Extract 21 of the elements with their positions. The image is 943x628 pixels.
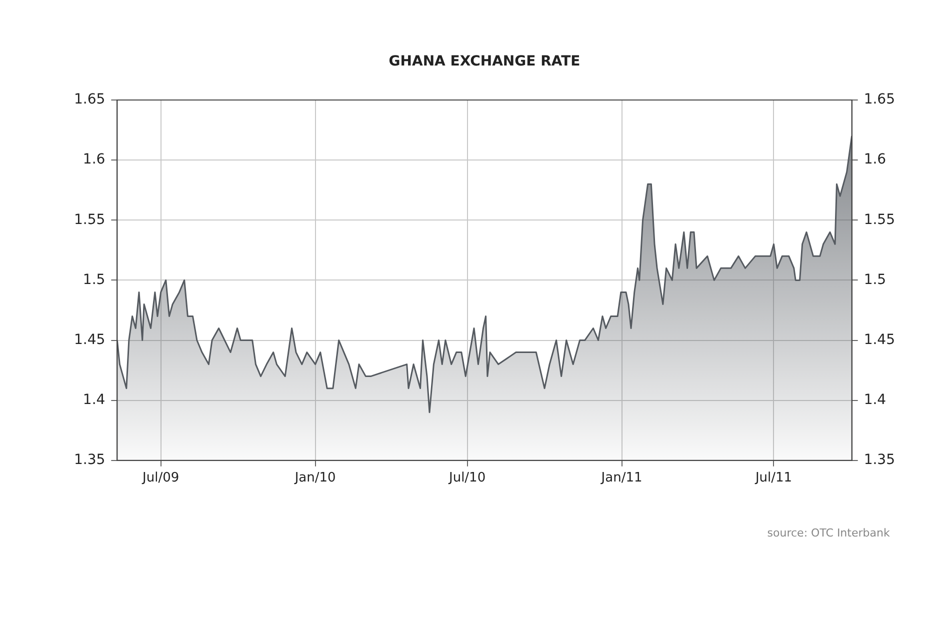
y2-tick-label: 1.65	[864, 92, 895, 108]
y-tick-label: 1.6	[82, 152, 106, 168]
y2-tick-label: 1.55	[864, 212, 895, 228]
y-tick-label: 1.35	[74, 452, 106, 468]
y2-tick-label: 1.45	[864, 332, 895, 348]
y-tick-label: 1.4	[82, 392, 106, 408]
y-tick-label: 1.45	[74, 332, 106, 348]
chart-title: GHANA EXCHANGE RATE	[388, 54, 580, 70]
y-tick-label: 1.5	[82, 272, 106, 288]
y2-tick-label: 1.4	[864, 392, 886, 408]
y-tick-label: 1.65	[74, 92, 106, 108]
x-tick-label: Jul/10	[448, 470, 486, 486]
source-note: source: OTC Interbank	[767, 526, 890, 540]
y2-tick-label: 1.35	[864, 452, 895, 468]
y2-tick-label: 1.6	[864, 152, 886, 168]
x-tick-label: Jul/11	[754, 470, 792, 486]
y-tick-label: 1.55	[74, 212, 106, 228]
x-tick-label: Jan/10	[294, 470, 336, 486]
y2-tick-label: 1.5	[864, 272, 886, 288]
x-tick-label: Jan/11	[600, 470, 642, 486]
x-tick-label: Jul/09	[142, 470, 180, 486]
